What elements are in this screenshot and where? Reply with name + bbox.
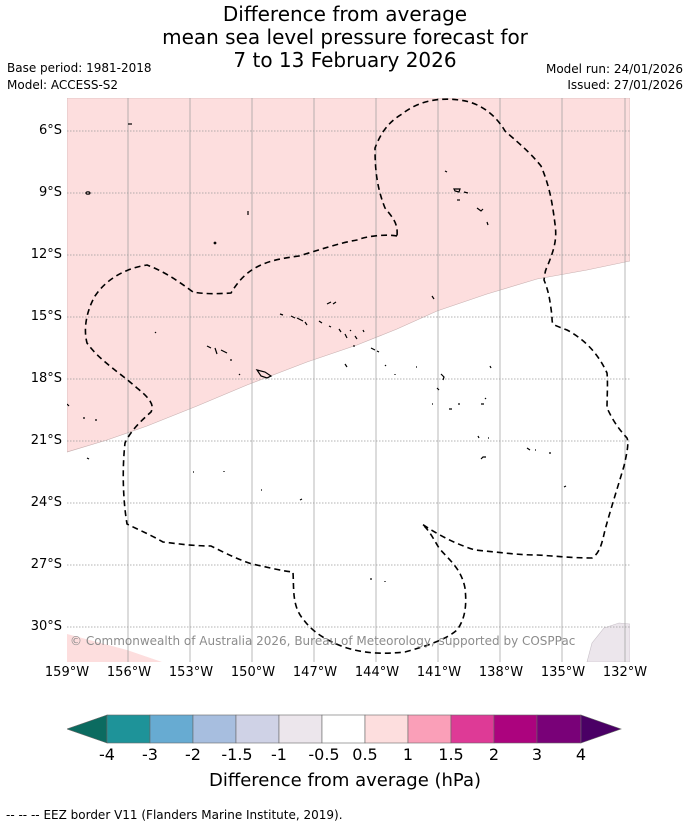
lat-tick-6s: 6°S [38, 123, 62, 138]
colorbar-seg-11 [536, 714, 582, 744]
map-title-line2: mean sea level pressure forecast for [162, 25, 528, 49]
colorbar-label: 2 [488, 745, 500, 764]
lon-tick-153w: 153°W [168, 665, 214, 680]
lon-tick-135w: 135°W [540, 665, 586, 680]
issued-text: Issued: 27/01/2026 [567, 78, 683, 92]
colorbar-label: 3 [531, 745, 543, 764]
eez-legend-text: EEZ border V11 (Flanders Marine Institut… [43, 808, 343, 822]
colorbar-seg-5 [278, 714, 323, 744]
map-title-line1: Difference from average [222, 2, 468, 26]
lon-tick-144w: 144°W [354, 665, 400, 680]
colorbar-seg-2 [149, 714, 194, 744]
eez-legend: -- -- -- EEZ border V11 (Flanders Marine… [6, 808, 343, 822]
colorbar-title: Difference from average (hPa) [208, 770, 482, 791]
lat-tick-15s: 15°S [30, 309, 62, 324]
map-panel [67, 98, 630, 662]
lat-tick-12s: 12°S [30, 247, 62, 262]
islands [67, 123, 567, 582]
colorbar-seg-10 [493, 714, 538, 744]
colorbar-seg-0 [67, 714, 108, 744]
colorbar-seg-7 [364, 714, 409, 744]
lat-tick-24s: 24°S [30, 495, 62, 510]
colorbar-seg-9 [450, 714, 495, 744]
lat-tick-30s: 30°S [30, 619, 62, 634]
colorbar-label: 0.5 [352, 745, 378, 764]
colorbar-label: -3 [142, 745, 158, 764]
lat-tick-21s: 21°S [30, 433, 62, 448]
model-text: Model: ACCESS-S2 [7, 78, 119, 92]
lon-tick-141w: 141°W [416, 665, 462, 680]
lat-tick-9s: 9°S [38, 185, 62, 200]
map-title-line3: 7 to 13 February 2026 [233, 48, 457, 72]
positive-anomaly-region-corner [67, 634, 162, 662]
colorbar-label: 4 [575, 745, 587, 764]
colorbar-label: -1.5 [221, 745, 253, 764]
copyright-text: © Commonwealth of Australia 2026, Bureau… [70, 634, 576, 648]
lon-tick-147w: 147°W [292, 665, 338, 680]
colorbar-seg-12 [580, 714, 622, 744]
colorbar-seg-3 [192, 714, 237, 744]
colorbar-label: -0.5 [308, 745, 340, 764]
colorbar-seg-8 [407, 714, 452, 744]
positive-anomaly-region [67, 98, 630, 453]
colorbar-label: -1 [271, 745, 287, 764]
colorbar-seg-6 [321, 714, 366, 744]
lon-tick-132w: 132°W [602, 665, 648, 680]
eez-border [84, 98, 629, 654]
graticule [67, 98, 630, 662]
colorbar-seg-4 [235, 714, 280, 744]
model-run-text: Model run: 24/01/2026 [545, 62, 683, 76]
lon-tick-150w: 150°W [230, 665, 276, 680]
lon-tick-138w: 138°W [478, 665, 524, 680]
lon-tick-159w: 159°W [44, 665, 90, 680]
colorbar-seg-1 [106, 714, 151, 744]
lat-tick-18s: 18°S [30, 371, 62, 386]
gray-region-corner [586, 622, 630, 662]
eez-legend-marker: -- -- -- [6, 808, 40, 822]
lon-tick-156w: 156°W [106, 665, 152, 680]
colorbar-label: -4 [99, 745, 115, 764]
lat-tick-27s: 27°S [30, 557, 62, 572]
colorbar-label: 1 [402, 745, 414, 764]
base-period-text: Base period: 1981-2018 [7, 61, 152, 75]
colorbar-label: -2 [185, 745, 201, 764]
colorbar-label: 1.5 [438, 745, 464, 764]
colorbar [67, 714, 622, 744]
